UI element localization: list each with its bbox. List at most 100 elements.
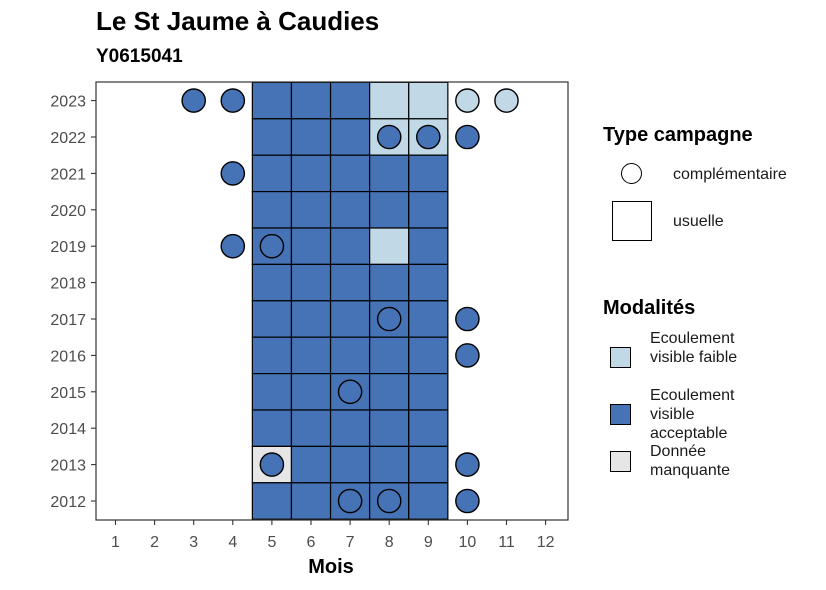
complementaire-point-2012-8	[376, 488, 402, 514]
usuelle-cell-2018-9	[408, 263, 449, 302]
usuelle-cell-2012-9	[408, 482, 449, 520]
usuelle-cell-2017-5	[251, 300, 293, 338]
usuelle-cell-2020-5	[251, 191, 293, 229]
x-tick-label-5: 5	[267, 534, 276, 551]
complementaire-point-2019-5	[259, 233, 285, 259]
legend-square-key	[612, 201, 652, 241]
legend-type-title: Type campagne	[603, 124, 753, 146]
y-tick-label-2013: 2013	[50, 458, 86, 475]
usuelle-cell-2017-9	[408, 300, 449, 338]
usuelle-cell-2022-5	[251, 118, 293, 156]
usuelle-cell-2016-5	[251, 336, 293, 375]
x-tick-label-7: 7	[346, 534, 355, 551]
x-axis-label: Mois	[308, 556, 354, 578]
y-tick-label-2023: 2023	[50, 94, 86, 111]
usuelle-cell-2016-7	[329, 336, 371, 375]
complementaire-point-2013-5	[259, 452, 285, 477]
legend-manquante-label: Donnée manquante	[650, 443, 731, 479]
complementaire-point-2023-10	[455, 88, 480, 113]
usuelle-cell-2018-6	[290, 263, 332, 302]
usuelle-cell-2013-8	[369, 445, 410, 484]
legend-faible-label: Ecoulement visible faible	[650, 330, 738, 366]
complementaire-point-2017-8	[376, 306, 402, 332]
x-tick-label-2: 2	[150, 534, 159, 551]
complementaire-point-2022-8	[376, 124, 402, 150]
legend-complementaire-label: complémentaire	[673, 166, 787, 183]
complementaire-point-2023-4	[220, 88, 246, 113]
usuelle-cell-2021-5	[251, 154, 293, 193]
complementaire-point-2023-3	[181, 88, 206, 113]
usuelle-cell-2021-7	[329, 154, 371, 193]
complementaire-point-2019-4	[220, 233, 246, 259]
complementaire-point-2023-11	[494, 88, 519, 113]
x-tick-label-8: 8	[385, 534, 394, 551]
usuelle-cell-2013-9	[408, 445, 449, 484]
y-tick-label-2020: 2020	[50, 203, 86, 220]
usuelle-cell-2019-9	[408, 227, 449, 266]
plot-panel-border	[95, 81, 569, 521]
y-tick-label-2017: 2017	[50, 312, 86, 329]
usuelle-cell-2023-9	[408, 81, 449, 120]
usuelle-cell-2015-8	[369, 373, 410, 411]
usuelle-cell-2022-7	[329, 118, 371, 156]
x-tick-label-9: 9	[424, 534, 433, 551]
usuelle-cell-2020-7	[329, 191, 371, 229]
legend-faible-swatch	[610, 347, 631, 368]
usuelle-cell-2017-7	[329, 300, 371, 338]
usuelle-cell-2023-6	[290, 81, 332, 120]
y-tick-label-2014: 2014	[50, 421, 86, 438]
y-tick-label-2019: 2019	[50, 239, 86, 256]
complementaire-point-2012-10	[455, 488, 480, 514]
usuelle-cell-2020-8	[369, 191, 410, 229]
legend-usuelle-label: usuelle	[673, 213, 724, 230]
usuelle-cell-2017-6	[290, 300, 332, 338]
x-tick-label-3: 3	[189, 534, 198, 551]
complementaire-point-2016-10	[455, 343, 480, 368]
x-tick-label-10: 10	[459, 534, 477, 551]
usuelle-cell-2015-5	[251, 373, 293, 411]
usuelle-cell-2022-6	[290, 118, 332, 156]
chart-subtitle: Y0615041	[96, 46, 183, 67]
x-tick-label-4: 4	[228, 534, 237, 551]
usuelle-cell-2019-7	[329, 227, 371, 266]
usuelle-cell-2018-5	[251, 263, 293, 302]
legend-circle-key	[621, 163, 642, 184]
usuelle-cell-2018-8	[369, 263, 410, 302]
x-tick-label-6: 6	[307, 534, 316, 551]
usuelle-cell-2012-6	[290, 482, 332, 520]
usuelle-cell-2012-5	[251, 482, 293, 520]
usuelle-cell-2014-8	[369, 409, 410, 448]
legend-manquante-swatch	[610, 451, 631, 472]
usuelle-cell-2015-9	[408, 373, 449, 411]
usuelle-cell-2013-6	[290, 445, 332, 484]
complementaire-point-2022-9	[415, 124, 441, 150]
complementaire-point-2012-7	[337, 488, 363, 514]
y-tick-label-2016: 2016	[50, 348, 86, 365]
complementaire-point-2015-7	[337, 379, 363, 405]
usuelle-cell-2018-7	[329, 263, 371, 302]
usuelle-cell-2020-6	[290, 191, 332, 229]
usuelle-cell-2014-9	[408, 409, 449, 448]
x-tick-label-12: 12	[537, 534, 555, 551]
legend-acceptable-swatch	[610, 404, 631, 425]
usuelle-cell-2013-7	[329, 445, 371, 484]
y-tick-label-2021: 2021	[50, 166, 86, 183]
complementaire-point-2013-10	[455, 452, 480, 477]
usuelle-cell-2019-6	[290, 227, 332, 266]
usuelle-cell-2019-8	[369, 227, 410, 266]
y-tick-label-2022: 2022	[50, 130, 86, 147]
legend-modalite-title: Modalités	[603, 297, 696, 319]
usuelle-cell-2023-5	[251, 81, 293, 120]
y-tick-label-2018: 2018	[50, 276, 86, 293]
x-tick-label-11: 11	[498, 534, 515, 551]
usuelle-cell-2023-7	[329, 81, 371, 120]
usuelle-cell-2016-8	[369, 336, 410, 375]
usuelle-cell-2014-6	[290, 409, 332, 448]
complementaire-point-2021-4	[220, 161, 246, 186]
usuelle-cell-2016-6	[290, 336, 332, 375]
usuelle-cell-2015-6	[290, 373, 332, 411]
usuelle-cell-2021-8	[369, 154, 410, 193]
y-tick-label-2015: 2015	[50, 385, 86, 402]
complementaire-point-2022-10	[455, 124, 480, 150]
usuelle-cell-2021-9	[408, 154, 449, 193]
